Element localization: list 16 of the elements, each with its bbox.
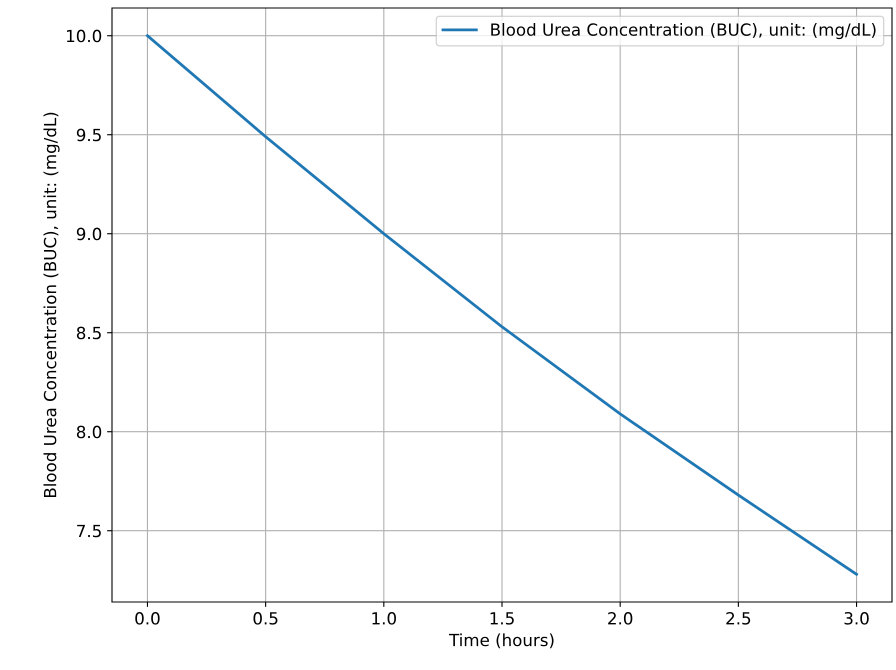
x-tick-label: 2.0 — [608, 612, 632, 625]
x-tick-label: 2.5 — [726, 612, 750, 625]
x-tick-label: 1.0 — [372, 612, 396, 625]
y-tick-label: 10.0 — [67, 30, 102, 42]
y-tick-label: 8.5 — [76, 326, 101, 340]
x-tick-label: 0.5 — [253, 612, 278, 625]
y-tick-label: 7.5 — [77, 524, 101, 538]
y-tick-label: 8.0 — [76, 426, 102, 438]
y-axis-title: Blood Urea Concentration (BUC), unit: (mg/dL) — [43, 112, 60, 498]
legend-label: Blood Urea Concentration (BUC), unit: (mg/dL) — [491, 23, 876, 40]
x-axis-title: Time (hours) — [448, 633, 554, 648]
y-tick-label: 9.5 — [76, 128, 101, 142]
x-tick-label: 3.0 — [844, 612, 869, 625]
y-tick-label: 9.0 — [76, 228, 102, 240]
x-tick-label: 1.5 — [490, 612, 514, 625]
x-tick-label: 0.0 — [135, 612, 160, 625]
